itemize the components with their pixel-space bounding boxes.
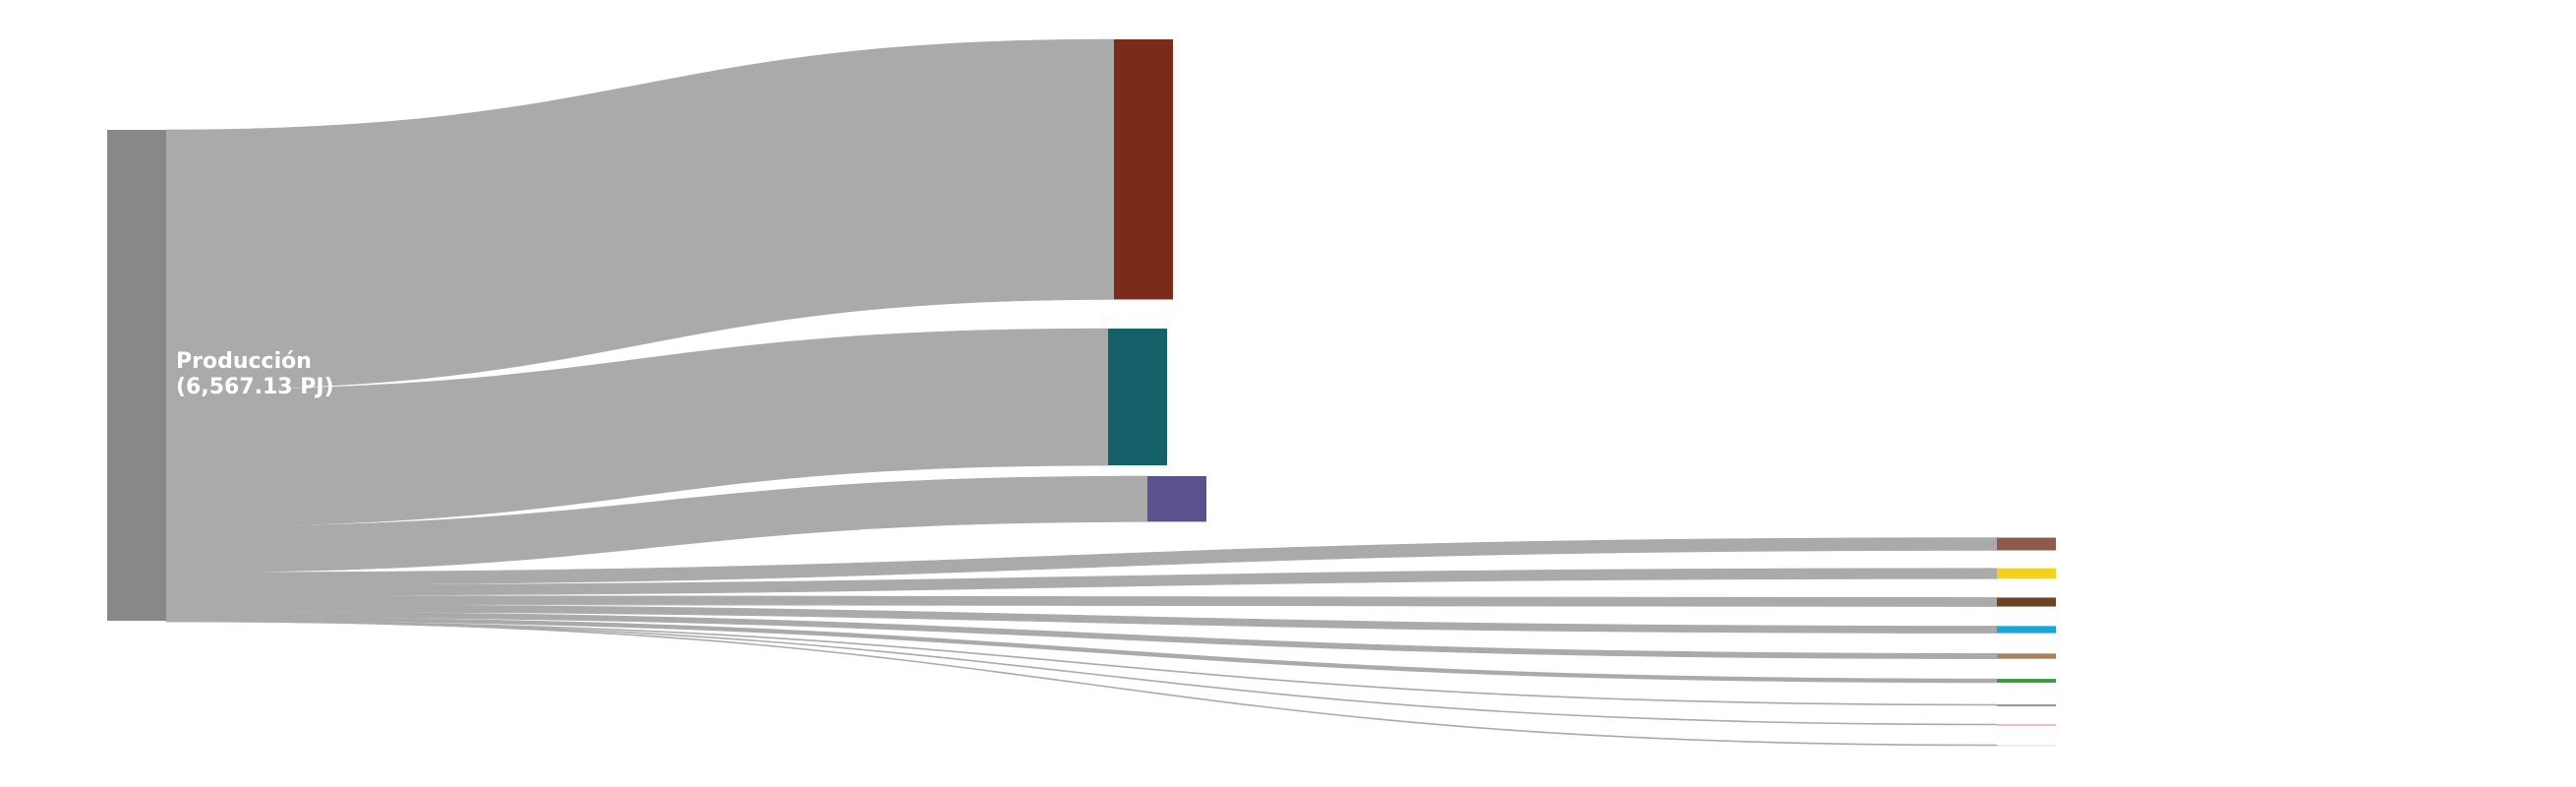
source-node-produccion — [107, 130, 166, 621]
sankey-link-3 — [165, 475, 1148, 574]
sankey-link-9 — [165, 616, 1998, 684]
target-node-12 — [1997, 745, 2056, 747]
target-node-4 — [1997, 537, 2056, 551]
target-node-11 — [1997, 724, 2056, 726]
sankey-link-12 — [165, 620, 1998, 747]
target-node-5 — [1997, 568, 2056, 579]
target-node-3 — [1147, 476, 1206, 522]
target-node-2 — [1108, 329, 1167, 466]
sankey-target-nodes — [1108, 39, 2056, 747]
sankey-link-4 — [165, 537, 1998, 586]
target-node-1 — [1114, 39, 1173, 300]
sankey-link-2 — [165, 328, 1109, 527]
target-node-7 — [1997, 626, 2056, 634]
source-label: Producción (6,567.13 PJ) — [176, 349, 334, 399]
sankey-link-6 — [165, 595, 1998, 607]
source-value: (6,567.13 PJ) — [176, 375, 334, 399]
sankey-links — [165, 38, 1998, 747]
target-node-8 — [1997, 653, 2056, 659]
target-node-10 — [1997, 704, 2056, 706]
target-node-6 — [1997, 597, 2056, 607]
target-node-9 — [1997, 679, 2056, 683]
sankey-link-5 — [165, 568, 1998, 596]
source-name: Producción — [176, 349, 312, 374]
